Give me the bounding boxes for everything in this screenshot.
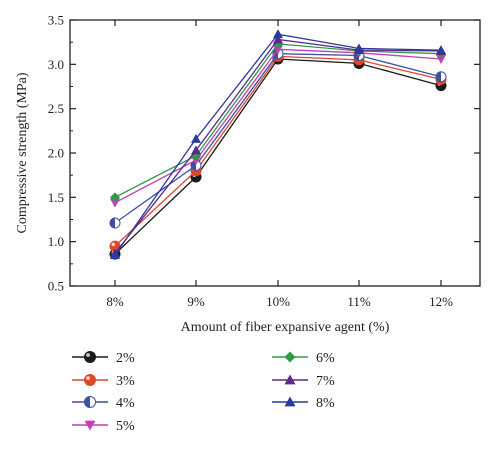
x-tick-label: 11% (347, 294, 371, 309)
data-point (273, 34, 283, 44)
data-point (354, 43, 364, 53)
y-tick-label: 1.5 (48, 190, 64, 205)
legend-item: 6% (272, 351, 335, 366)
series-5 (110, 34, 446, 258)
marker-triangle-down (110, 198, 120, 208)
marker-triangle-up (284, 396, 296, 407)
data-point (436, 55, 446, 65)
data-point (191, 145, 201, 155)
marker-triangle-up (110, 249, 120, 259)
series-line (114, 53, 442, 224)
legend-label: 8% (316, 396, 335, 411)
series-0 (109, 53, 447, 260)
series-line (114, 58, 442, 255)
series-line (114, 43, 442, 198)
x-axis-label: Amount of fiber expansive agent (%) (181, 320, 390, 335)
data-point (110, 249, 120, 259)
legend-item: 3% (72, 374, 135, 389)
data-point (110, 192, 120, 203)
marker-highlight (86, 376, 90, 381)
x-tick-label: 8% (106, 294, 124, 309)
data-point (110, 198, 120, 208)
data-point (435, 71, 447, 83)
series-1 (109, 50, 447, 252)
legend-label: 2% (116, 351, 135, 366)
marker-triangle-down (84, 420, 96, 431)
legend-label: 6% (316, 351, 335, 366)
legend-label: 7% (316, 374, 335, 389)
marker-circle (84, 351, 96, 363)
marker-triangle-up (273, 29, 283, 39)
marker-triangle-down (436, 55, 446, 65)
marker-highlight (111, 242, 115, 247)
series-line (114, 55, 442, 247)
y-tick-label: 2.0 (48, 146, 64, 161)
series-line (114, 38, 442, 254)
data-point (191, 133, 201, 143)
marker-half-fill (110, 218, 115, 229)
legend-item: 4% (72, 396, 135, 411)
series-6 (110, 29, 446, 259)
marker-diamond (110, 192, 120, 203)
marker-half-fill (436, 71, 441, 82)
y-tick-label: 1.0 (48, 234, 64, 249)
marker-triangle-up (284, 374, 296, 385)
legend-item: 2% (72, 351, 135, 366)
legend-label: 5% (116, 419, 135, 434)
data-point (273, 29, 283, 39)
legend-item: 8% (272, 396, 335, 411)
y-tick-label: 0.5 (48, 279, 64, 294)
marker-highlight (86, 353, 90, 358)
legend-item: 5% (72, 419, 135, 434)
x-tick-label: 10% (266, 294, 290, 309)
marker-triangle-up (354, 43, 364, 53)
y-tick-label: 3.0 (48, 57, 64, 72)
marker-triangle-up (191, 145, 201, 155)
x-tick-label: 12% (429, 294, 453, 309)
legend-label: 3% (116, 374, 135, 389)
marker-triangle-up (273, 34, 283, 44)
marker-half-fill (191, 160, 196, 171)
data-point (109, 217, 121, 229)
marker-triangle-up (436, 45, 446, 55)
legend-label: 4% (116, 396, 135, 411)
marker-diamond (284, 351, 296, 363)
series-3 (110, 45, 446, 208)
y-tick-label: 2.5 (48, 101, 64, 116)
legend-item: 7% (272, 374, 335, 389)
x-tick-label: 9% (187, 294, 205, 309)
marker-half-fill (84, 396, 90, 408)
marker-circle (84, 374, 96, 386)
marker-triangle-up (191, 133, 201, 143)
series-2 (109, 48, 447, 229)
y-tick-label: 3.5 (48, 13, 64, 28)
y-axis-label: Compressive strength (MPa) (15, 72, 30, 233)
data-point (436, 45, 446, 55)
